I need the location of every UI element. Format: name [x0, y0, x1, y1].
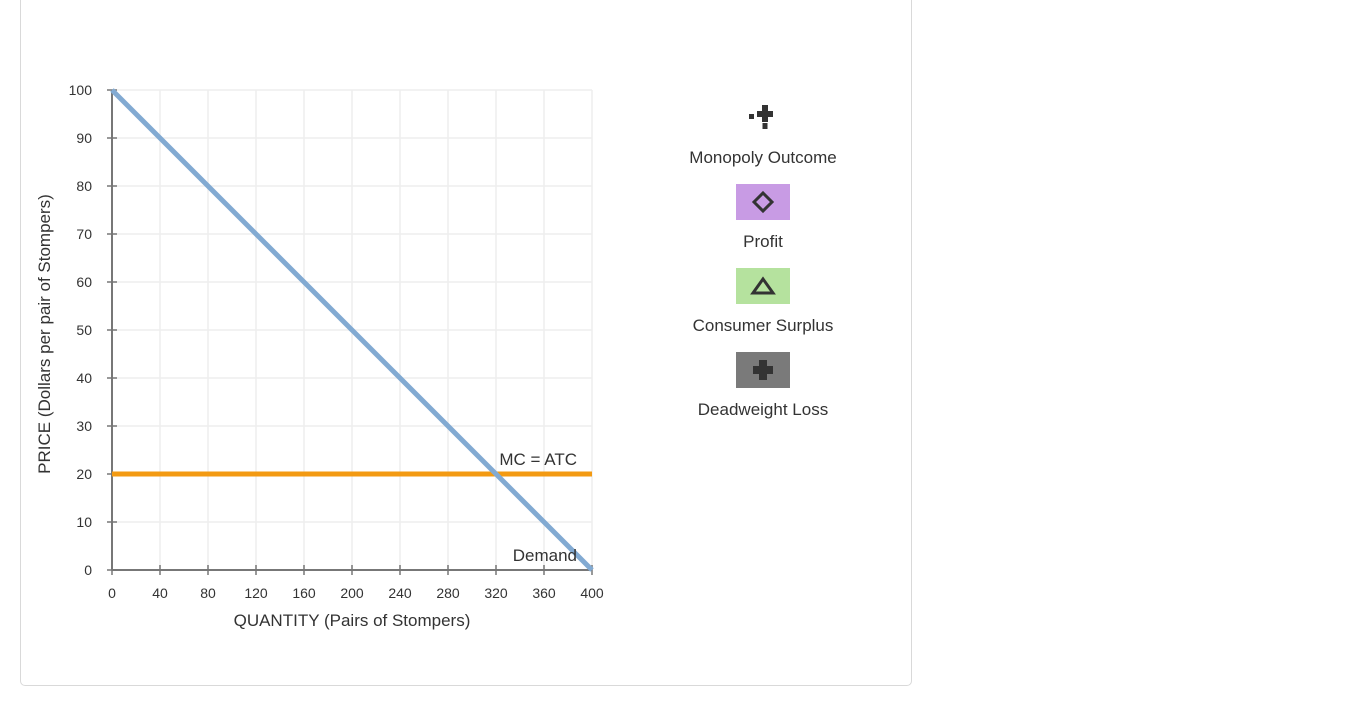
y-tick-label: 50 — [76, 322, 92, 338]
profit-button[interactable] — [736, 184, 790, 220]
monopoly-outcome-label: Monopoly Outcome — [689, 148, 837, 167]
y-tick-label: 10 — [76, 514, 92, 530]
y-tick-label: 90 — [76, 130, 92, 146]
consumer-surplus-button[interactable] — [736, 268, 790, 304]
x-tick-label: 360 — [532, 585, 556, 601]
chart[interactable]: 0 40 80 120 160 200 240 280 320 360 400 0 10 20 30 40 50… — [0, 0, 660, 660]
triangle-icon — [750, 276, 776, 295]
deadweight-loss-button[interactable] — [736, 352, 790, 388]
y-axis-title: PRICE (Dollars per pair of Stompers) — [35, 194, 54, 474]
x-tick-label: 0 — [108, 585, 116, 601]
axes: 0 40 80 120 160 200 240 280 320 360 400 0 10 20 30 40 50… — [69, 82, 604, 601]
tool-deadweight-loss[interactable]: Deadweight Loss — [660, 352, 866, 436]
x-tick-label: 200 — [340, 585, 364, 601]
y-tick-label: 80 — [76, 178, 92, 194]
x-tick-label: 400 — [580, 585, 604, 601]
demand-curve[interactable] — [110, 88, 594, 572]
tool-consumer-surplus[interactable]: Consumer Surplus — [660, 268, 866, 352]
graph-tools-palette: Monopoly Outcome Profit Consumer Surplus… — [660, 100, 866, 436]
x-tick-label: 80 — [200, 585, 216, 601]
plot-area[interactable]: Demand MC = ATC — [110, 88, 594, 572]
monopoly-outcome-button[interactable] — [736, 100, 790, 136]
y-tick-label: 0 — [84, 562, 92, 578]
y-tick-label: 70 — [76, 226, 92, 242]
x-tick-label: 280 — [436, 585, 460, 601]
tool-profit[interactable]: Profit — [660, 184, 866, 268]
x-tick-label: 320 — [484, 585, 508, 601]
tool-monopoly-outcome[interactable]: Monopoly Outcome — [660, 100, 866, 184]
y-tick-label: 40 — [76, 370, 92, 386]
profit-label: Profit — [743, 232, 783, 251]
demand-label: Demand — [513, 546, 577, 565]
y-tick-label: 30 — [76, 418, 92, 434]
y-tick-label: 60 — [76, 274, 92, 290]
cross-icon — [753, 360, 773, 380]
x-tick-label: 120 — [244, 585, 268, 601]
x-tick-label: 240 — [388, 585, 412, 601]
consumer-surplus-label: Consumer Surplus — [692, 316, 834, 335]
x-tick-label: 40 — [152, 585, 168, 601]
mc-atc-label: MC = ATC — [499, 450, 577, 469]
x-tick-label: 160 — [292, 585, 316, 601]
x-axis-title: QUANTITY (Pairs of Stompers) — [234, 611, 471, 630]
plus-marker-icon — [749, 105, 773, 129]
diamond-icon — [751, 190, 775, 214]
y-tick-label: 20 — [76, 466, 92, 482]
deadweight-loss-label: Deadweight Loss — [697, 400, 829, 419]
y-tick-label: 100 — [69, 82, 93, 98]
